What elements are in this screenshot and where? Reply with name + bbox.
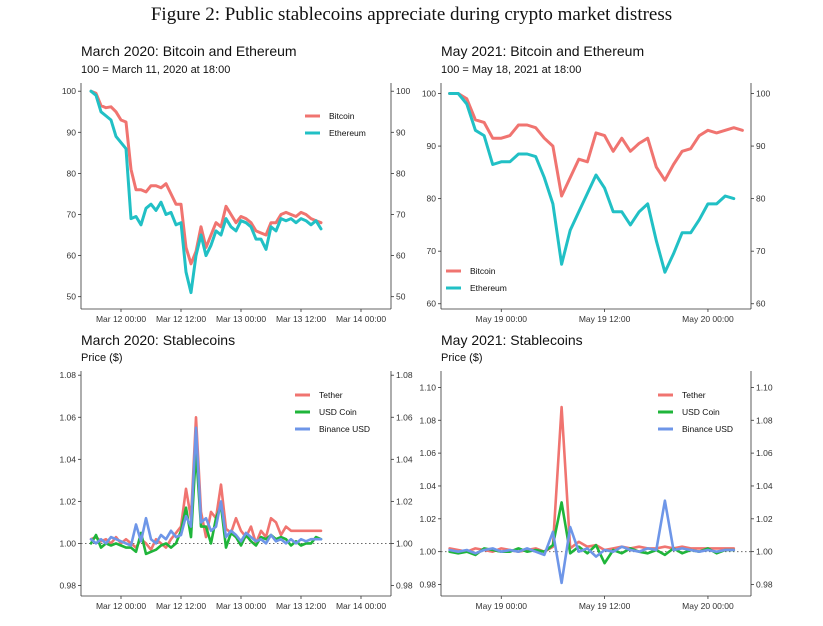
x-tick-label: Mar 14 00:00 [336,314,386,324]
panel-subtitle: Price ($) [441,352,483,364]
y-right-tick-label: 100 [756,89,770,99]
x-tick-label: Mar 13 12:00 [276,601,326,611]
x-tick-label: Mar 13 00:00 [216,314,266,324]
panel-title: May 2021: Stablecoins [441,332,583,348]
y-right-tick-label: 1.02 [396,496,413,506]
legend-label: Binance USD [319,424,370,434]
y-tick-label: 70 [67,209,77,219]
y-tick-label: 1.00 [419,547,436,557]
y-right-tick-label: 90 [756,141,766,151]
series-line-bitcoin [89,89,323,266]
legend-label: Bitcoin [470,266,496,276]
y-tick-label: 90 [427,141,437,151]
chart-panel-3: March 2020: Stablecoins Price ($) 0.98 1.00… [59,332,412,611]
y-tick-label: 100 [422,89,436,99]
y-tick-label: 1.02 [419,514,436,524]
y-right-tick-label: 1.10 [756,382,773,392]
y-tick-label: 1.10 [419,382,436,392]
chart-panel-2: May 2021: Bitcoin and Ethereum 100 = May … [422,43,771,324]
x-tick-label: May 20 00:00 [682,314,734,324]
figure-title: Figure 2: Public stablecoins appreciate … [150,4,673,25]
legend-label: Bitcoin [329,111,355,121]
series-line-tether [89,416,323,551]
series-line-bitcoin [448,92,744,198]
y-tick-label: 1.04 [419,481,436,491]
panel-title: March 2020: Bitcoin and Ethereum [81,43,297,59]
x-tick-label: Mar 12 12:00 [156,601,206,611]
y-right-tick-label: 1.08 [756,415,773,425]
x-tick-label: Mar 12 00:00 [96,314,146,324]
legend-label: USD Coin [319,407,357,417]
x-tick-label: Mar 12 12:00 [156,314,206,324]
series-line-binance-usd [448,499,736,585]
legend-label: Ethereum [470,283,507,293]
y-right-tick-label: 1.04 [396,454,413,464]
y-right-tick-label: 1.06 [396,412,413,422]
panel-subtitle: 100 = May 18, 2021 at 18:00 [441,64,581,76]
y-right-tick-label: 1.04 [756,481,773,491]
y-right-tick-label: 70 [396,209,406,219]
y-tick-label: 60 [427,299,437,309]
x-tick-label: May 19 00:00 [476,601,528,611]
y-tick-label: 70 [427,246,437,256]
legend-label: USD Coin [682,407,720,417]
y-tick-label: 80 [427,194,437,204]
y-tick-label: 90 [67,127,77,137]
x-tick-label: Mar 12 00:00 [96,601,146,611]
y-right-tick-label: 90 [396,127,406,137]
legend-label: Tether [319,390,343,400]
y-right-tick-label: 50 [396,292,406,302]
y-tick-label: 80 [67,168,77,178]
y-right-tick-label: 80 [756,194,766,204]
x-tick-label: Mar 13 00:00 [216,601,266,611]
y-tick-label: 1.08 [59,370,76,380]
x-tick-label: May 19 00:00 [476,314,528,324]
y-right-tick-label: 1.06 [756,448,773,458]
y-right-tick-label: 70 [756,246,766,256]
y-tick-label: 1.04 [59,454,76,464]
y-right-tick-label: 0.98 [396,580,413,590]
series-line-ethereum [89,89,323,295]
y-right-tick-label: 1.02 [756,514,773,524]
x-tick-label: Mar 14 00:00 [336,601,386,611]
legend-label: Tether [682,390,706,400]
x-tick-label: May 19 12:00 [579,601,631,611]
x-tick-label: May 19 12:00 [579,314,631,324]
y-tick-label: 100 [62,86,76,96]
y-right-tick-label: 1.00 [396,538,413,548]
panel-title: May 2021: Bitcoin and Ethereum [441,43,644,59]
y-tick-label: 1.02 [59,496,76,506]
y-right-tick-label: 1.00 [756,547,773,557]
chart-panel-1: March 2020: Bitcoin and Ethereum 100 = Ma… [62,43,411,324]
y-right-tick-label: 1.08 [396,370,413,380]
panel-subtitle: Price ($) [81,352,123,364]
y-right-tick-label: 100 [396,86,410,96]
y-right-tick-label: 0.98 [756,580,773,590]
series-line-ethereum [448,92,736,274]
series-line-usd-coin [89,449,323,556]
legend-label: Ethereum [329,128,366,138]
y-right-tick-label: 80 [396,168,406,178]
chart-panel-4: May 2021: Stablecoins Price ($) 0.98 1.00 1.… [419,332,772,611]
y-tick-label: 1.08 [419,415,436,425]
x-tick-label: Mar 13 12:00 [276,314,326,324]
legend-label: Binance USD [682,424,733,434]
y-tick-label: 0.98 [59,580,76,590]
y-tick-label: 50 [67,292,77,302]
y-tick-label: 1.06 [59,412,76,422]
y-tick-label: 60 [67,251,77,261]
panel-subtitle: 100 = March 11, 2020 at 18:00 [81,64,230,76]
y-tick-label: 1.06 [419,448,436,458]
y-right-tick-label: 60 [756,299,766,309]
y-tick-label: 1.00 [59,538,76,548]
y-tick-label: 0.98 [419,580,436,590]
x-tick-label: May 20 00:00 [682,601,734,611]
series-line-binance-usd [89,426,323,547]
y-right-tick-label: 60 [396,251,406,261]
panel-title: March 2020: Stablecoins [81,332,235,348]
